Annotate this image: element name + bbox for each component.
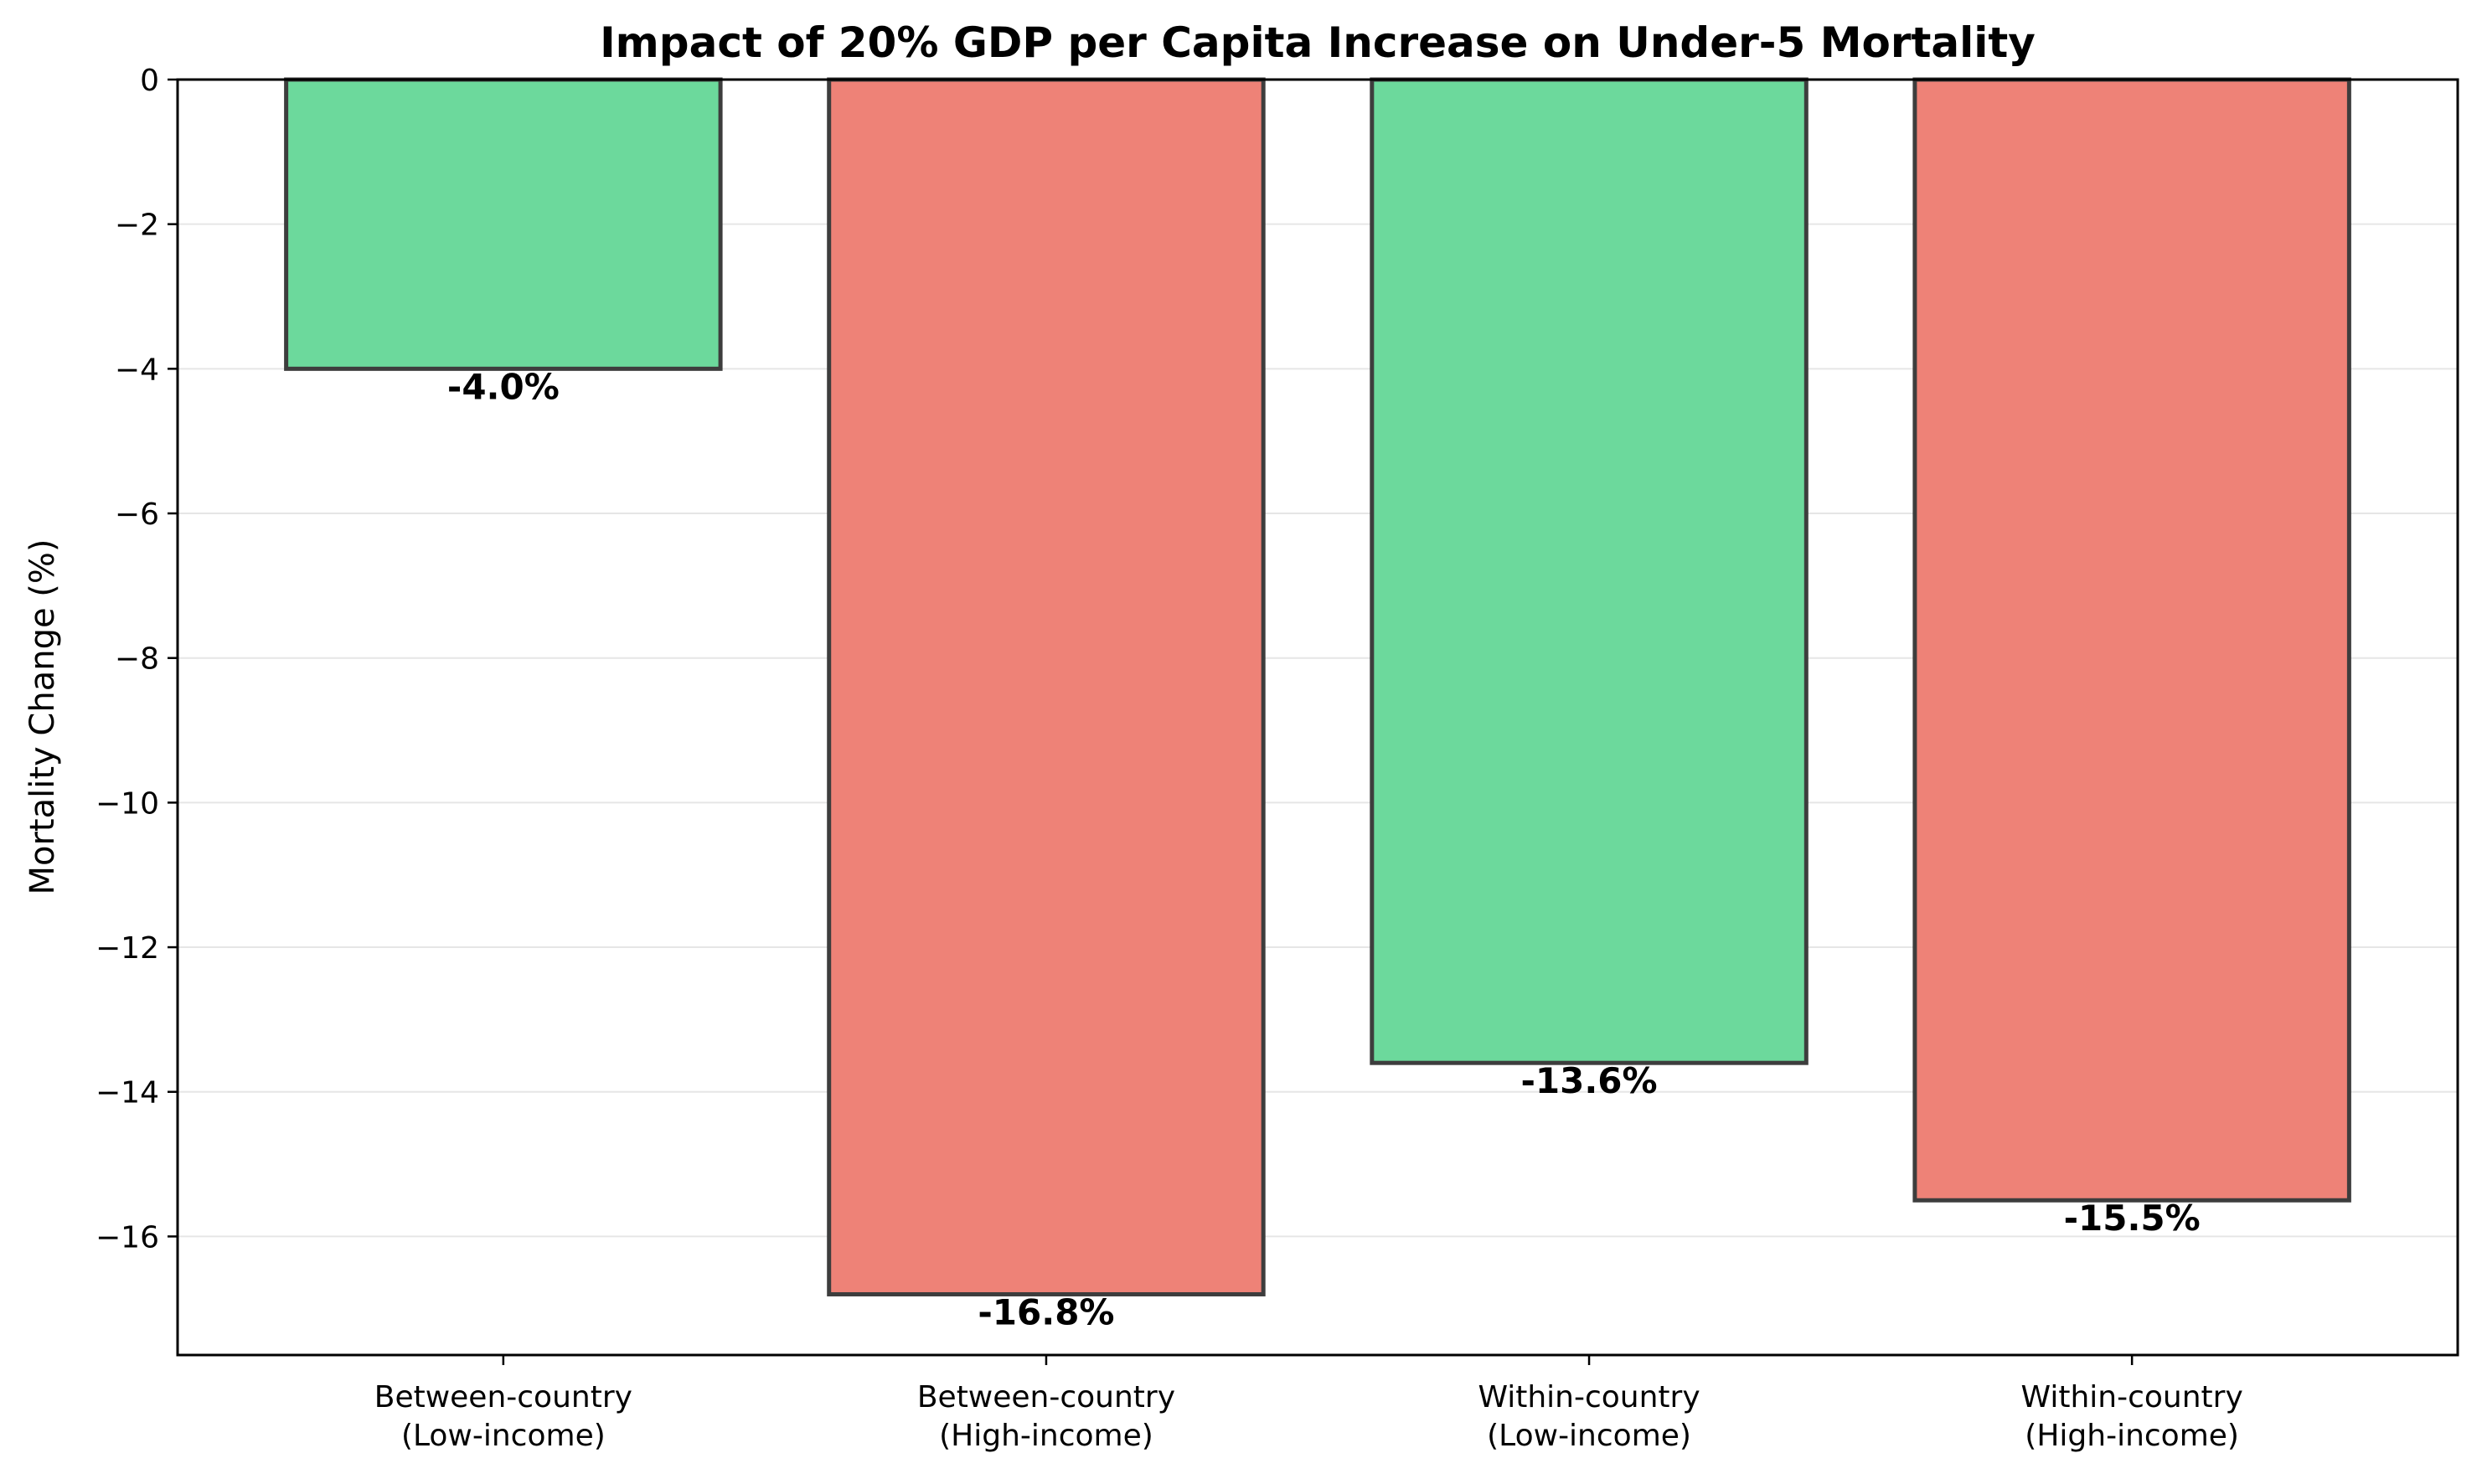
y-tick-label: −2 bbox=[115, 209, 159, 243]
y-tick-label: −10 bbox=[95, 786, 159, 821]
y-tick-label: −12 bbox=[95, 931, 159, 966]
x-tick-label: Between-country bbox=[374, 1380, 632, 1414]
value-label: -13.6% bbox=[1520, 1060, 1657, 1101]
y-tick-label: −14 bbox=[95, 1076, 159, 1110]
bar bbox=[827, 77, 1266, 1296]
value-label: -4.0% bbox=[447, 366, 560, 407]
x-tick-label: Between-country bbox=[917, 1380, 1175, 1414]
y-tick-label: −4 bbox=[115, 353, 159, 387]
y-tick-label: −8 bbox=[115, 642, 159, 677]
plot-frame bbox=[176, 78, 2459, 1357]
x-tick-label: (Low-income) bbox=[1487, 1419, 1691, 1453]
y-tick-label: 0 bbox=[140, 64, 159, 98]
value-label: -16.8% bbox=[978, 1291, 1114, 1332]
x-tick-label: Within-country bbox=[1478, 1380, 1700, 1414]
value-label: -15.5% bbox=[2064, 1198, 2201, 1239]
bar bbox=[1370, 77, 1809, 1065]
value-labels: -4.0% -16.8% -13.6% -15.5% bbox=[447, 366, 2201, 1332]
y-axis-title: Mortality Change (%) bbox=[23, 539, 62, 895]
axis-ticks: 0 −2 −4 −6 −8 −10 −12 −14 −16 Between-country (Low… bbox=[95, 64, 2243, 1453]
bar bbox=[284, 77, 723, 371]
chart-title: Impact of 20% GDP per Capita Increase on… bbox=[600, 18, 2036, 67]
x-tick-label: (High-income) bbox=[939, 1419, 1153, 1453]
y-tick-label: −6 bbox=[115, 497, 159, 532]
x-tick-label: (High-income) bbox=[2025, 1419, 2239, 1453]
y-tick-label: −16 bbox=[95, 1220, 159, 1255]
bars bbox=[284, 77, 2351, 1296]
bar bbox=[1912, 77, 2351, 1203]
x-tick-label: (Low-income) bbox=[401, 1419, 606, 1453]
x-tick-label: Within-country bbox=[2021, 1380, 2243, 1414]
